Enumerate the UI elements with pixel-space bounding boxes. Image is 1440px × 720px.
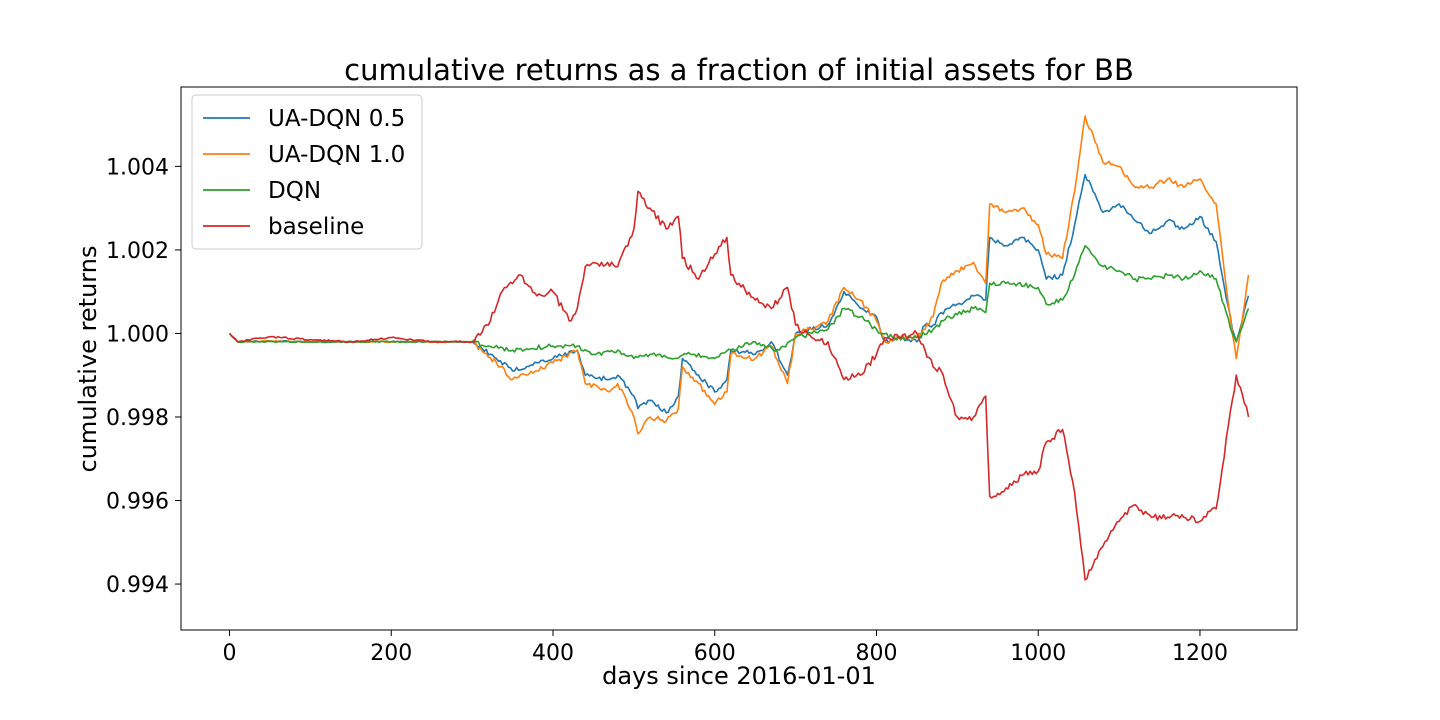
- x-tick-label: 1200: [1172, 641, 1228, 666]
- x-tick-label: 800: [855, 641, 897, 666]
- x-tick-label: 600: [694, 641, 736, 666]
- y-tick-label: 0.994: [106, 573, 169, 598]
- legend-label: UA-DQN 0.5: [268, 106, 405, 132]
- y-tick-label: 0.996: [106, 490, 169, 515]
- legend: UA-DQN 0.5 UA-DQN 1.0 DQN baseline: [191, 94, 423, 250]
- series-line-dqn: [228, 244, 1250, 360]
- y-tick-label: 1.004: [106, 155, 169, 180]
- x-axis-label: days since 2016-01-01: [602, 662, 876, 690]
- legend-frame: [191, 94, 423, 250]
- x-tick-label: 1000: [1010, 641, 1066, 666]
- legend-label: baseline: [268, 214, 364, 240]
- y-axis-label: cumulative returns: [74, 246, 102, 473]
- legend-label: UA-DQN 1.0: [268, 142, 405, 168]
- y-tick-label: 1.000: [106, 322, 169, 347]
- y-axis: 0.994 0.996 0.998 1.000 1.002 1.004: [106, 155, 181, 598]
- plot-frame: [180, 86, 1298, 631]
- x-axis: 0 200 400 600 800 1000 1200: [223, 630, 1228, 666]
- series-line-baseline: [228, 190, 1250, 581]
- x-tick-label: 0: [223, 641, 237, 666]
- x-tick-label: 200: [370, 641, 412, 666]
- y-tick-label: 0.998: [106, 406, 169, 431]
- legend-label: DQN: [268, 178, 321, 204]
- series-layer: [228, 115, 1250, 581]
- y-tick-label: 1.002: [106, 239, 169, 264]
- chart-title: cumulative returns as a fraction of init…: [344, 53, 1134, 87]
- x-tick-label: 400: [532, 641, 574, 666]
